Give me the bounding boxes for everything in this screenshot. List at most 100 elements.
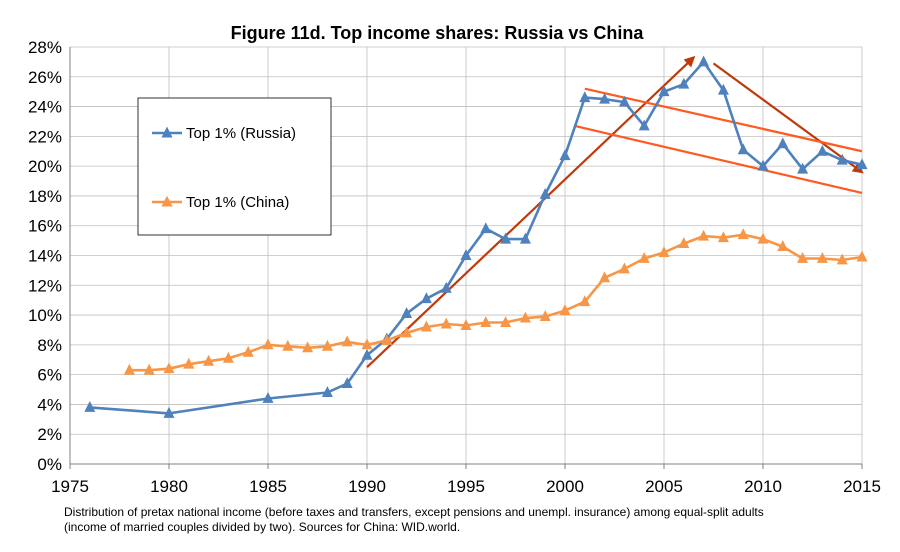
data-point-marker [797, 252, 809, 263]
trend-channel-line [574, 124, 863, 195]
data-point-marker [519, 232, 531, 244]
data-point-marker [519, 311, 531, 323]
legend-swatch-marker [161, 195, 173, 207]
data-point-marker [163, 406, 175, 418]
data-point-marker [262, 338, 274, 350]
y-tick-label: 20% [28, 157, 62, 176]
data-point-marker [757, 159, 769, 171]
data-point-marker [539, 188, 551, 199]
y-tick-label: 22% [28, 127, 62, 146]
x-tick-label: 2000 [546, 477, 584, 496]
data-point-marker [203, 354, 215, 366]
data-point-marker [698, 229, 710, 241]
data-point-marker [361, 338, 373, 350]
data-point-marker [123, 363, 135, 375]
data-point-marker [618, 262, 630, 274]
data-point-marker [539, 310, 551, 322]
x-tick-label: 1995 [447, 477, 485, 496]
x-tick-label: 2005 [645, 477, 683, 496]
data-point-marker [856, 250, 868, 262]
data-point-marker [638, 252, 650, 263]
legend-box [137, 97, 332, 236]
legend: Top 1% (Russia) Top 1% (China) [137, 97, 332, 236]
y-tick-label: 6% [37, 366, 62, 385]
legend-label: Top 1% (Russia) [186, 125, 296, 142]
footnote: Distribution of pretax national income (… [64, 505, 884, 535]
y-tick-label: 18% [28, 187, 62, 206]
trend-channel-line [584, 87, 863, 153]
series [84, 55, 868, 418]
data-point-marker [797, 162, 809, 174]
data-point-marker [737, 143, 749, 155]
x-tick-label: 1975 [51, 477, 89, 496]
data-point-marker [777, 137, 789, 149]
data-point-marker [500, 316, 512, 327]
data-point-marker [638, 119, 650, 131]
data-point-marker [242, 345, 254, 357]
data-point-marker [84, 400, 96, 412]
x-tick-label: 2015 [843, 477, 881, 496]
data-point-marker [836, 153, 848, 165]
y-tick-label: 10% [28, 306, 62, 325]
data-point-marker [361, 348, 373, 360]
data-point-marker [678, 77, 690, 89]
data-point-marker [717, 83, 729, 95]
data-point-marker [321, 339, 333, 351]
chart: Figure 11d. Top income shares: Russia vs… [28, 23, 881, 496]
data-point-marker [401, 307, 413, 319]
data-point-marker [777, 240, 789, 252]
data-point-marker [282, 339, 294, 351]
data-point-marker [460, 249, 472, 260]
series-china [123, 228, 868, 375]
y-tick-label: 0% [37, 455, 62, 474]
data-point-marker [420, 320, 432, 332]
axes: 0% 2% 4% 6% 8% 10% 12% 14% 16% 18% 20% 22% 24% 26% 28%… [28, 38, 881, 496]
data-point-marker [500, 232, 512, 244]
y-tick-label: 8% [37, 336, 62, 355]
trend-arrow [712, 62, 864, 174]
trend-arrow [366, 55, 696, 368]
data-point-marker [420, 292, 432, 304]
data-point-marker [599, 92, 611, 104]
data-point-marker [302, 341, 314, 353]
data-point-marker [559, 304, 571, 316]
data-point-marker [717, 231, 729, 243]
data-point-marker [816, 252, 828, 263]
footnote-line-1: Distribution of pretax national income (… [64, 505, 764, 519]
legend-swatch-marker [161, 126, 173, 138]
data-point-marker [321, 386, 333, 397]
y-tick-label: 24% [28, 98, 62, 117]
chart-title: Figure 11d. Top income shares: Russia vs… [231, 23, 645, 43]
data-point-marker [579, 91, 591, 103]
data-point-marker [222, 351, 234, 363]
y-tick-label: 4% [37, 395, 62, 414]
data-point-marker [737, 228, 749, 240]
series-line [129, 233, 863, 372]
data-point-marker [440, 317, 452, 329]
data-point-marker [341, 377, 353, 389]
data-point-marker [262, 392, 274, 403]
data-point-marker [658, 85, 670, 97]
series-russia [84, 55, 868, 418]
y-tick-label: 28% [28, 38, 62, 57]
data-point-marker [678, 237, 690, 249]
y-tick-label: 12% [28, 276, 62, 295]
data-point-marker [183, 357, 195, 369]
data-point-marker [618, 95, 630, 107]
x-tick-label: 1985 [249, 477, 287, 496]
data-point-marker [460, 319, 472, 330]
data-point-marker [480, 222, 492, 234]
data-point-marker [480, 316, 492, 327]
data-point-marker [381, 333, 393, 345]
data-point-marker [658, 246, 670, 257]
data-point-marker [143, 363, 155, 375]
y-tick-label: 14% [28, 247, 62, 266]
data-point-marker [816, 144, 828, 156]
data-point-marker [757, 232, 769, 244]
data-point-marker [856, 158, 868, 170]
data-point-marker [836, 253, 848, 265]
y-tick-label: 2% [37, 425, 62, 444]
data-point-marker [698, 55, 710, 67]
footnote-line-2: (income of married couples divided by tw… [64, 520, 461, 534]
data-point-marker [440, 281, 452, 293]
